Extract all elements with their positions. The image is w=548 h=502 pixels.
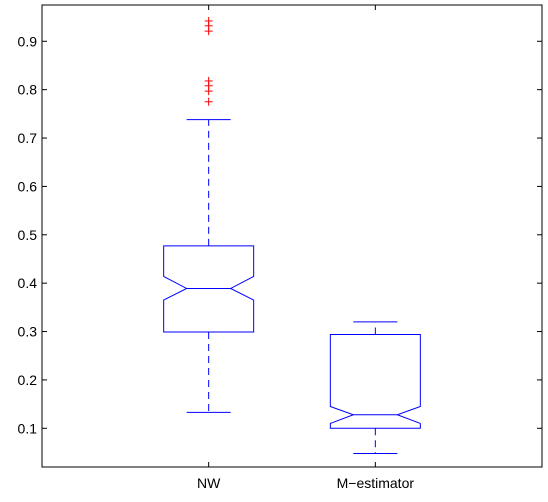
x-axis: NW M−estimator	[197, 5, 414, 491]
outlier-point	[204, 76, 213, 85]
y-tick-label: 0.8	[18, 82, 38, 98]
x-tick-label: NW	[197, 475, 221, 491]
y-tick-label: 0.7	[18, 130, 38, 146]
y-axis: 0.1 0.2 0.3 0.4 0.5 0.6 0.7 0.8 0.9	[18, 33, 542, 436]
box-body	[329, 333, 421, 429]
y-tick-label: 0.2	[18, 372, 38, 388]
boxes-layer	[163, 16, 421, 454]
y-tick-label: 0.1	[18, 420, 38, 436]
y-tick-label: 0.9	[18, 33, 38, 49]
y-tick-label: 0.3	[18, 324, 38, 340]
y-tick-label: 0.5	[18, 227, 38, 243]
plot-area	[41, 4, 543, 468]
y-tick-label: 0.4	[18, 275, 38, 291]
outlier-point	[204, 97, 213, 106]
box-body	[163, 245, 255, 333]
outlier-point	[204, 16, 213, 25]
box-group	[163, 16, 255, 413]
x-tick-label: M−estimator	[337, 475, 415, 491]
box-group	[329, 321, 421, 454]
y-tick-label: 0.6	[18, 178, 38, 194]
